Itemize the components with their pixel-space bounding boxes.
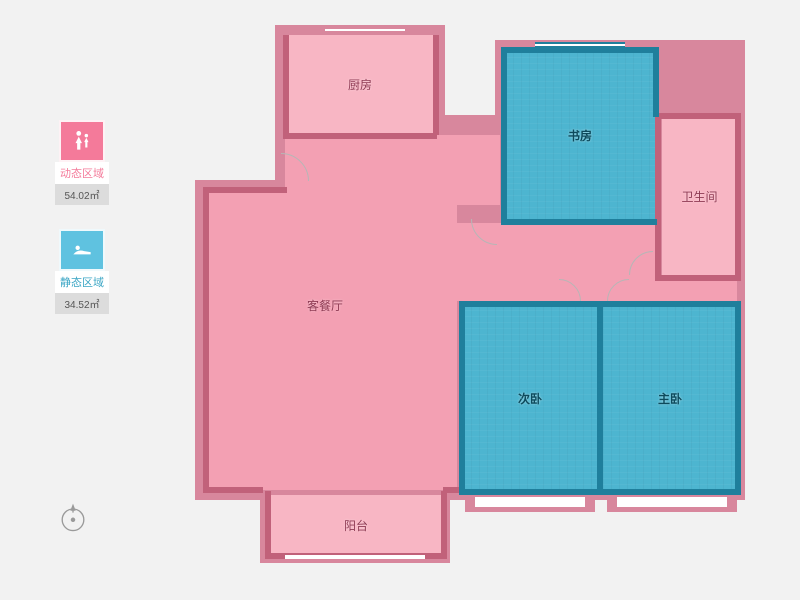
bedroom2-label: 次卧 (518, 390, 542, 407)
people-icon (59, 120, 105, 162)
window-line (285, 555, 425, 559)
balcony-label: 阳台 (344, 517, 368, 534)
legend-dynamic-value: 54.02㎡ (55, 184, 109, 205)
room-living-a (205, 190, 457, 490)
compass-icon (55, 500, 91, 536)
room-bedroom2: 次卧 (463, 305, 597, 491)
legend-static-value: 34.52㎡ (55, 293, 109, 314)
room-kitchen: 厨房 (287, 35, 433, 133)
legend-dynamic: 动态区域 54.02㎡ (52, 120, 112, 205)
room-bedroom1: 主卧 (603, 305, 737, 491)
room-living-label-holder: 客餐厅 (235, 285, 415, 325)
bedroom1-label: 主卧 (658, 390, 682, 407)
room-bathroom: 卫生间 (662, 117, 737, 275)
kitchen-label: 厨房 (348, 76, 372, 93)
study-label: 书房 (568, 127, 592, 144)
legend-static: 静态区域 34.52㎡ (52, 229, 112, 314)
room-balcony: 阳台 (270, 495, 442, 555)
legend-static-label: 静态区域 (55, 271, 109, 293)
window-sill (475, 497, 585, 507)
room-living-b (285, 135, 500, 205)
bathroom-label: 卫生间 (681, 188, 717, 205)
legend-panel: 动态区域 54.02㎡ 静态区域 34.52㎡ (52, 120, 112, 338)
window-line (325, 27, 405, 33)
window-line (535, 42, 625, 48)
room-study: 书房 (505, 50, 655, 220)
legend-dynamic-label: 动态区域 (55, 162, 109, 184)
sleep-icon (59, 229, 105, 271)
floor-plan: 厨房 书房 卫生间 客餐厅 次卧 主卧 阳台 (175, 25, 755, 565)
living-label: 客餐厅 (307, 297, 343, 314)
window-sill (617, 497, 727, 507)
